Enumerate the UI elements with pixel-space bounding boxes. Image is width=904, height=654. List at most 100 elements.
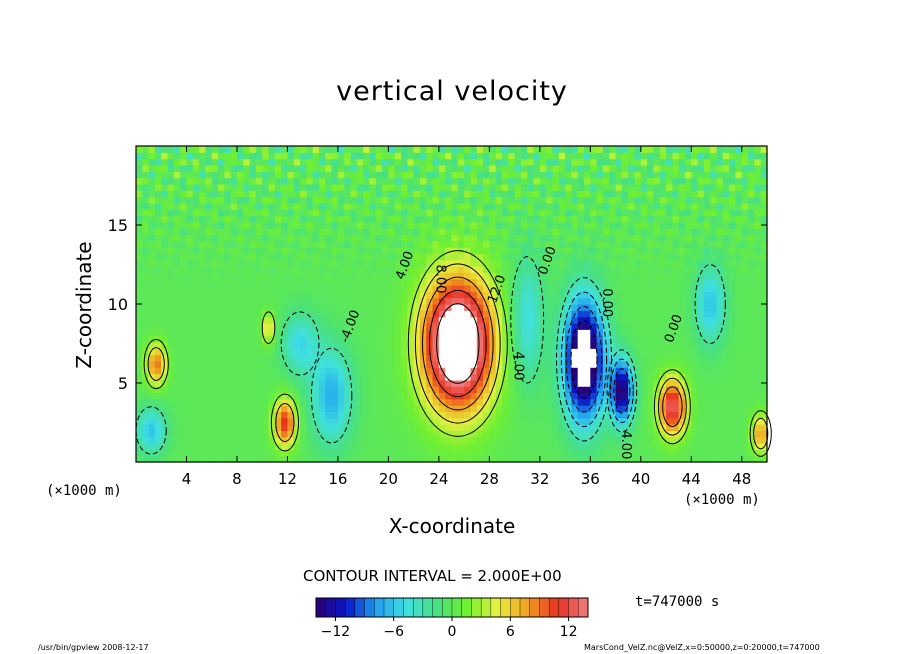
field-cell — [218, 310, 225, 318]
field-cell — [647, 341, 655, 349]
field-cell — [552, 146, 560, 153]
field-cell — [388, 398, 396, 406]
field-cell — [136, 417, 143, 425]
field-cell — [483, 234, 490, 242]
field-cell — [684, 379, 692, 387]
field-cell — [552, 183, 560, 191]
field-cell — [495, 405, 503, 413]
field-cell — [173, 322, 181, 330]
field-cell — [691, 215, 699, 223]
field-cell — [173, 329, 181, 337]
field-cell — [571, 228, 579, 236]
field-cell — [508, 247, 516, 255]
field-cell — [224, 354, 232, 362]
field-cell — [268, 183, 276, 191]
field-cell — [565, 354, 572, 362]
field-cell — [483, 316, 490, 324]
field-cell — [735, 329, 743, 337]
field-cell — [729, 316, 737, 324]
field-cell — [337, 266, 345, 273]
field-cell — [218, 171, 225, 179]
field-cell — [735, 455, 743, 463]
field-cell — [558, 221, 566, 229]
field-cell — [394, 291, 402, 299]
field-cell — [741, 392, 749, 400]
field-cell — [382, 196, 389, 204]
field-cell — [445, 443, 453, 450]
field-cell — [565, 291, 572, 299]
field-cell — [199, 405, 207, 413]
field-cell — [382, 348, 389, 356]
field-cell — [659, 341, 667, 349]
field-cell — [382, 424, 389, 431]
field-cell — [268, 392, 276, 400]
field-cell — [678, 348, 686, 356]
field-cell — [552, 405, 560, 413]
field-cell — [571, 158, 579, 166]
field-cell — [274, 348, 282, 356]
field-cell — [722, 367, 730, 375]
field-cell — [438, 247, 446, 255]
field-cell — [274, 266, 282, 273]
field-cell — [602, 146, 610, 153]
field-cell — [659, 183, 667, 191]
field-cell — [167, 152, 175, 160]
field-cell — [438, 171, 446, 179]
field-cell — [520, 247, 528, 255]
field-cell — [735, 209, 743, 217]
field-cell — [514, 335, 522, 343]
field-cell — [344, 304, 352, 311]
field-cell — [199, 285, 207, 292]
field-cell — [684, 360, 692, 368]
field-cell — [243, 215, 251, 223]
field-cell — [621, 164, 629, 172]
field-cell — [754, 411, 762, 419]
field-cell — [609, 360, 617, 368]
field-cell — [748, 436, 755, 444]
field-cell — [382, 341, 389, 349]
field-cell — [218, 177, 225, 185]
field-cell — [451, 209, 459, 217]
field-cell — [413, 443, 421, 450]
field-cell — [407, 436, 415, 444]
field-cell — [331, 405, 339, 413]
field-cell — [508, 228, 516, 236]
field-cell — [401, 316, 408, 324]
field-cell — [546, 228, 554, 236]
field-cell — [419, 291, 427, 299]
field-cell — [136, 405, 143, 413]
field-cell — [249, 183, 257, 191]
field-cell — [186, 259, 194, 267]
field-cell — [470, 455, 478, 463]
field-cell — [318, 209, 326, 217]
field-cell — [161, 392, 169, 400]
field-cell — [407, 322, 415, 330]
field-cell — [527, 411, 535, 419]
field-cell — [344, 316, 352, 324]
field-cell — [312, 335, 320, 343]
field-cell — [640, 291, 648, 299]
field-cell — [508, 215, 516, 223]
field-cell — [318, 341, 326, 349]
field-cell — [609, 177, 617, 185]
field-cell — [754, 297, 762, 305]
field-cell — [419, 240, 427, 248]
field-cell — [495, 158, 503, 166]
field-cell — [596, 304, 604, 311]
field-cell — [205, 392, 213, 400]
field-cell — [268, 240, 276, 248]
field-cell — [476, 183, 484, 191]
field-cell — [464, 341, 472, 349]
field-cell — [596, 247, 604, 255]
field-cell — [729, 443, 737, 450]
field-cell — [647, 190, 655, 198]
field-cell — [640, 348, 648, 356]
field-cell — [653, 164, 661, 172]
field-cell — [426, 266, 434, 273]
field-cell — [243, 183, 251, 191]
field-cell — [451, 278, 459, 286]
field-cell — [735, 360, 743, 368]
field-cell — [281, 183, 289, 191]
field-cell — [653, 322, 661, 330]
field-cell — [363, 164, 371, 172]
